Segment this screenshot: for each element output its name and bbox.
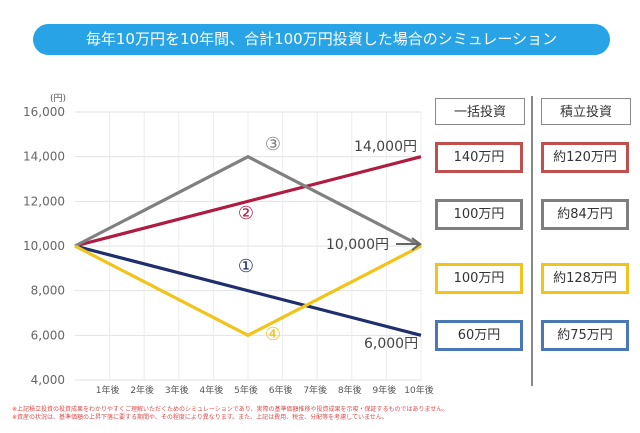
note-2: ※資産の状況は、基準価額の上昇下落に要する期間や、その程度により異なります。また… [12,414,388,421]
annotation-10000: 10,000円 [326,237,389,253]
x-tick-5: 5年後 [234,384,258,396]
series-line-4 [74,244,422,337]
y-tick-4000: 4,000 [31,373,65,387]
x-tick-3: 3年後 [165,384,189,396]
x-tick-10: 10年後 [404,384,433,396]
x-tick-8: 8年後 [338,384,362,396]
annotation-6000: 6,000円 [364,336,418,352]
banner-title: 毎年10万円を10年間、合計100万円投資した場合のシミュレーション [85,30,558,48]
series-line-3 [74,155,422,248]
y-tick-12000: 12,000 [23,194,65,208]
y-tick-6000: 6,000 [31,328,65,342]
series-marker-3: ③ [265,134,281,155]
note-1: ※上記積立投資の投資成果をわかりやすくご理解いただくためのシミュレーションであり… [12,406,449,413]
lump-sum-box-1: 140万円 [435,142,523,173]
x-tick-7: 7年後 [303,384,327,396]
x-tick-4: 4年後 [200,384,224,396]
y-unit-label: (円) [50,93,66,104]
series-line-1 [74,244,422,337]
series-marker-1: ① [238,256,254,277]
disclaimer-notes: ※上記積立投資の投資成果をわかりやすくご理解いただくためのシミュレーションであり… [12,406,632,422]
lump-sum-box-4: 60万円 [435,320,523,351]
annotation-14000: 14,000円 [354,139,417,155]
series-marker-2: ② [238,203,254,224]
lump-sum-box-2: 100万円 [435,199,523,230]
x-tick-6: 6年後 [269,384,293,396]
regular-box-1: 約120万円 [541,142,629,173]
header-regular: 積立投資 [541,98,631,125]
arrow-icon [396,237,422,251]
x-tick-1: 1年後 [96,384,120,396]
y-tick-16000: 16,000 [23,105,65,119]
y-tick-8000: 8,000 [31,284,65,298]
regular-box-4: 約75万円 [541,320,629,351]
title-banner: 毎年10万円を10年間、合計100万円投資した場合のシミュレーション [33,24,610,55]
x-tick-9: 9年後 [373,384,397,396]
header-lump-sum: 一括投資 [435,98,525,125]
y-tick-14000: 14,000 [23,150,65,164]
series-line-2 [74,155,422,248]
series-marker-4: ④ [265,324,281,345]
x-tick-2: 2年後 [130,384,154,396]
regular-box-2: 約84万円 [541,199,629,230]
column-separator [531,96,533,386]
y-tick-10000: 10,000 [23,239,65,253]
lump-sum-box-3: 100万円 [435,263,523,294]
regular-box-3: 約128万円 [541,263,629,294]
